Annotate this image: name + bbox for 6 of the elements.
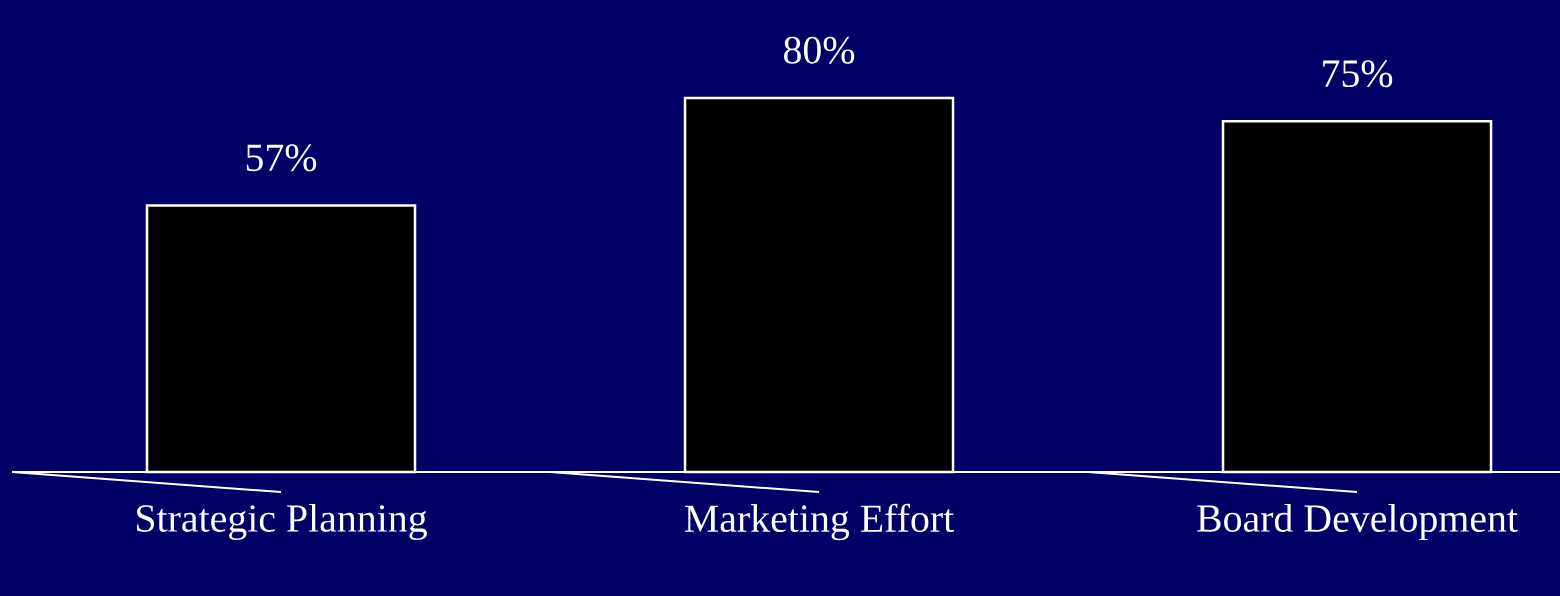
- data-label: 75%: [1323, 60, 1393, 88]
- x-tick-label: Marketing Effort: [684, 503, 955, 541]
- data-label: 57%: [246, 144, 317, 172]
- data-label: 80%: [784, 36, 855, 64]
- x-tick-label: Strategic Planning: [137, 503, 427, 541]
- x-tick-label: Board Development: [1197, 503, 1518, 541]
